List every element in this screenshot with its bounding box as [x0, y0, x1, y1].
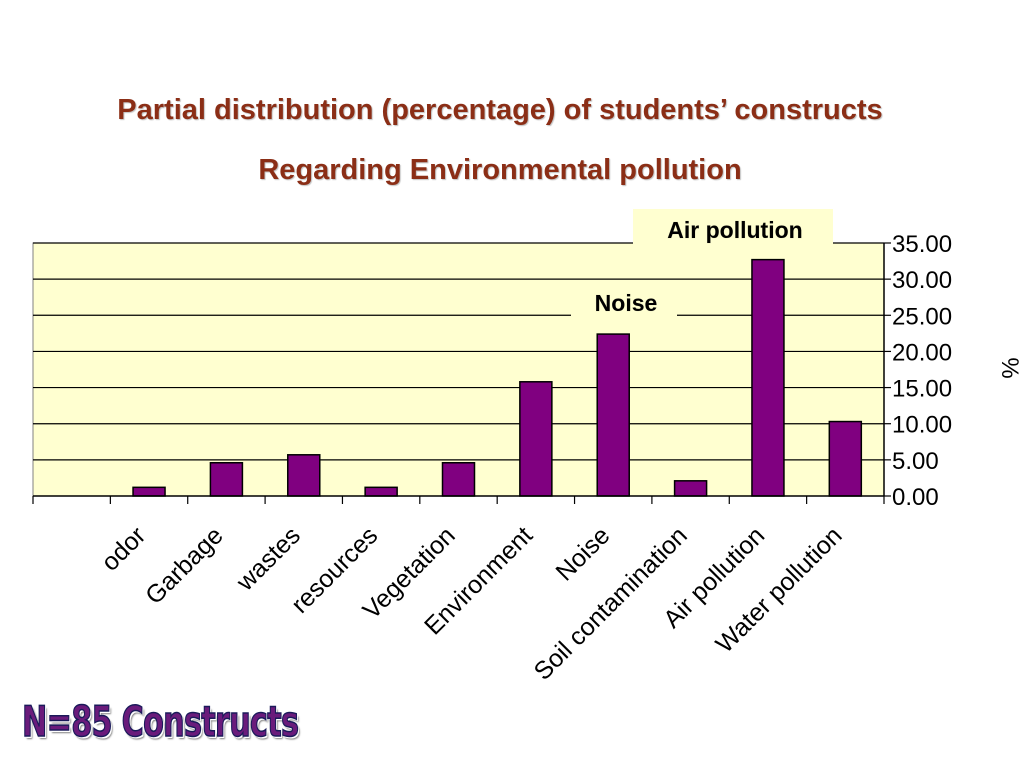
bar-resources	[364, 486, 398, 497]
annotation-noise: Noise	[595, 290, 658, 316]
y-tick-label: 35.00	[892, 231, 952, 258]
bar-wastes	[287, 454, 321, 497]
annotation-air-pollution: Air pollution	[667, 217, 802, 243]
y-tick-label: 20.00	[892, 339, 952, 366]
plot-area	[32, 242, 885, 497]
y-axis-label: %	[996, 357, 1023, 378]
bar-garbage	[209, 461, 244, 497]
chart-title-line2: Regarding Environmental pollution	[258, 154, 742, 186]
category-label: Garbage	[140, 521, 229, 610]
bar-odor	[132, 486, 166, 497]
y-tick-label: 30.00	[892, 267, 952, 294]
bar-noise	[596, 333, 630, 497]
annotation-air-pollution-box	[633, 209, 833, 249]
y-tick-label: 15.00	[892, 376, 952, 403]
y-tick-label: 10.00	[892, 412, 952, 439]
annotation-noise-box	[571, 283, 677, 321]
y-tick-label: 5.00	[892, 448, 939, 475]
sample-size-label: N=85 Constructs	[21, 696, 299, 747]
chart-title-line1: Partial distribution (percentage) of stu…	[117, 94, 883, 126]
bar-soil-contamination	[673, 480, 708, 497]
category-label: wastes	[230, 521, 306, 597]
category-label: odor	[96, 521, 151, 576]
y-tick-label: 0.00	[892, 484, 939, 511]
bar-air-pollution	[751, 258, 785, 497]
bar-vegetation	[441, 461, 476, 497]
y-tick-label: 25.00	[892, 303, 952, 330]
category-label: Noise	[550, 521, 615, 586]
bar-environment	[519, 381, 553, 497]
bar-water-pollution	[828, 420, 863, 497]
